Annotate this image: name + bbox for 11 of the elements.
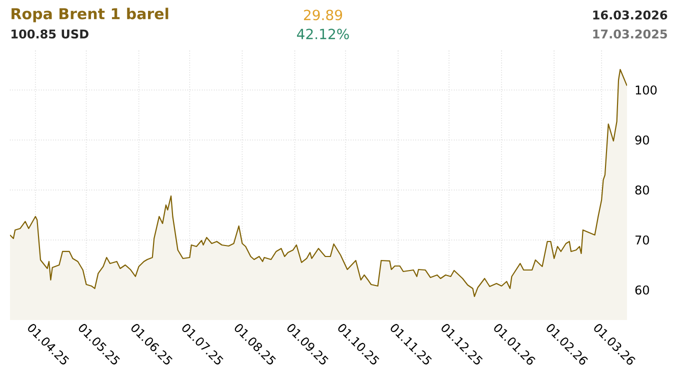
- text: 29.89: [304, 10, 342, 20]
- chart-title: Ropa Brent 1 barel: [12, 8, 168, 22]
- y-tick-label: 90: [635, 135, 649, 145]
- y-tick-label: 60: [635, 285, 649, 295]
- y-tick-label: 100: [636, 85, 657, 95]
- text: 16.03.2026: [593, 10, 668, 20]
- text: 42.12%: [297, 28, 349, 40]
- y-tick-label: 80: [635, 185, 649, 195]
- text: 100.85 USD: [12, 29, 88, 39]
- text: 17.03.2025: [593, 29, 667, 39]
- y-tick-label: 70: [636, 235, 649, 245]
